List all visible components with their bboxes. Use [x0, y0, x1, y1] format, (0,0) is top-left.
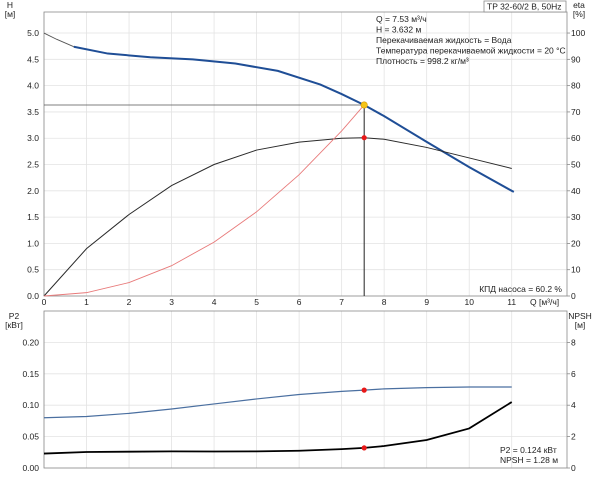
duty-point-marker [360, 101, 368, 109]
x-tick-label: 7 [339, 297, 344, 307]
top-y2-tick-label: 30 [571, 212, 581, 222]
top-y2-tick-label: 50 [571, 160, 581, 170]
x-tick-label: 6 [297, 297, 302, 307]
x-tick-label: 2 [127, 297, 132, 307]
top-y2-tick-label: 80 [571, 81, 581, 91]
bottom-y-tick-label: 0.20 [22, 337, 39, 347]
x-tick-label: 10 [464, 297, 474, 307]
head-curve [73, 45, 515, 193]
top-chart-series [43, 32, 515, 297]
bottom-y2-tick-label: 2 [571, 432, 576, 442]
bottom-y-tick-label: 0.10 [22, 400, 39, 410]
top-y2-tick-label: 90 [571, 54, 581, 64]
x-axis-label: Q [м³/ч] [530, 297, 559, 307]
bottom-chart-labels: 0.00 0.05 0.10 0.15 0.20 0 2 4 6 8 P2 [кВт] NPSH [м] P… [5, 311, 592, 473]
top-y2-tick-label: 0 [571, 291, 576, 301]
info-line: Q = 7.53 м³/ч [376, 14, 427, 24]
top-y2-tick-label: 10 [571, 265, 581, 275]
top-y2-tick-label: 60 [571, 133, 581, 143]
x-tick-label: 1 [84, 297, 89, 307]
top-y-tick-label: 4.0 [27, 81, 39, 91]
top-y2-tick-label: 100 [571, 28, 585, 38]
top-y2-tick-label: 40 [571, 186, 581, 196]
bottom-chart-frame [43, 310, 568, 469]
bottom-annotation: P2 = 0.124 кВт [500, 445, 557, 455]
x-tick-label: 3 [169, 297, 174, 307]
x-tick-label: 5 [254, 297, 259, 307]
p2-curve [43, 386, 512, 419]
npsh-curve [43, 401, 513, 455]
top-y-tick-label: 5.0 [27, 28, 39, 38]
efficiency-annotation: КПД насоса = 60.2 % [479, 284, 562, 294]
system-curve [43, 104, 365, 297]
efficiency-point-marker [361, 135, 367, 141]
top-y-tick-label: 0.0 [27, 291, 39, 301]
top-y-tick-label: 1.5 [27, 212, 39, 222]
top-y-tick-label: 4.5 [27, 54, 39, 64]
bottom-chart-series [43, 386, 513, 455]
x-tick-label: 4 [212, 297, 217, 307]
top-chart-labels: 0.00.51.01.52.02.53.03.54.04.55.00102030… [5, 0, 586, 307]
bottom-chart-grid [43, 311, 570, 469]
top-chart-frame [43, 11, 568, 297]
bottom-annotation: NPSH = 1.28 м [500, 455, 558, 465]
y-axis-label-head: H [м] [5, 0, 16, 19]
info-line: Температура перекачиваемой жидкости = 20… [376, 46, 566, 56]
bottom-y-tick-label: 0.05 [22, 432, 39, 442]
top-y2-tick-label: 20 [571, 238, 581, 248]
info-line: H = 3.632 м [376, 25, 421, 35]
y-axis-label-p2: P2 [кВт] [5, 311, 23, 330]
title-box [483, 0, 567, 13]
info-line: Плотность = 998.2 кг/м³ [376, 56, 469, 66]
bottom-y2-tick-label: 0 [571, 463, 576, 473]
x-tick-label: 11 [507, 297, 516, 307]
info-line: Перекачиваемая жидкость = Вода [376, 35, 512, 45]
npsh-point-marker [361, 445, 367, 451]
x-tick-label: 8 [382, 297, 387, 307]
top-y2-tick-label: 70 [571, 107, 581, 117]
bottom-y2-tick-label: 8 [571, 337, 576, 347]
chart-title: TP 32-60/2 B, 50Hz [487, 2, 562, 12]
bottom-y-tick-label: 0.15 [22, 369, 39, 379]
bottom-y2-tick-label: 4 [571, 400, 576, 410]
top-y-tick-label: 2.0 [27, 186, 39, 196]
top-y-tick-label: 1.0 [27, 238, 39, 248]
head-curve-extension [43, 32, 74, 48]
top-y-tick-label: 3.5 [27, 107, 39, 117]
y2-axis-label-eta: eta [%] [573, 0, 585, 19]
efficiency-curve [43, 137, 512, 297]
p2-point-marker [361, 387, 367, 393]
x-tick-label: 9 [424, 297, 429, 307]
top-y-tick-label: 3.0 [27, 133, 39, 143]
y2-axis-label-npsh: NPSH [м] [568, 311, 592, 330]
bottom-y2-tick-label: 6 [571, 369, 576, 379]
x-tick-label: 0 [42, 297, 47, 307]
top-y-tick-label: 0.5 [27, 265, 39, 275]
top-y-tick-label: 2.5 [27, 160, 39, 170]
bottom-y-tick-label: 0.00 [22, 463, 39, 473]
